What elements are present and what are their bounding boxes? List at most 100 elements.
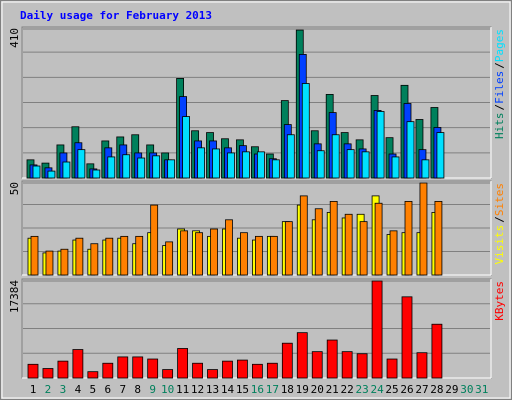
bar xyxy=(404,200,413,276)
bar xyxy=(359,221,368,276)
y-tick-label: 50 xyxy=(8,182,21,195)
y-tick-label: 410 xyxy=(8,28,21,48)
legend: KBytes xyxy=(493,281,506,321)
bar xyxy=(77,149,86,179)
bar xyxy=(167,159,176,179)
bar xyxy=(269,235,278,276)
x-tick-label: 14 xyxy=(221,383,235,396)
legend-entry: Pages xyxy=(493,29,506,62)
bar xyxy=(356,353,368,379)
bar xyxy=(299,195,308,276)
bar xyxy=(135,235,144,276)
x-tick-label: 11 xyxy=(176,383,189,396)
bar xyxy=(242,151,250,179)
legend-entry: Hits xyxy=(493,113,506,140)
bar xyxy=(180,230,189,276)
bar xyxy=(314,208,323,276)
bar xyxy=(361,151,370,179)
legend-entry: Visits xyxy=(493,225,506,265)
x-tick-label: 30 xyxy=(460,383,473,396)
bar xyxy=(27,363,39,379)
bar xyxy=(371,280,383,379)
bar xyxy=(406,121,415,179)
bar xyxy=(421,159,430,179)
y-tick-label: 17384 xyxy=(8,280,21,313)
bar xyxy=(281,342,293,379)
bar xyxy=(416,352,428,379)
bar xyxy=(271,159,280,179)
x-tick-label: 8 xyxy=(134,383,141,396)
x-tick-label: 6 xyxy=(104,383,111,396)
bar xyxy=(177,348,189,379)
bar xyxy=(45,250,54,276)
x-tick-label: 22 xyxy=(341,383,354,396)
bar xyxy=(62,161,71,179)
bar xyxy=(165,241,174,276)
bar xyxy=(374,202,383,276)
bar xyxy=(72,349,84,379)
bar xyxy=(391,156,400,179)
x-tick-label: 25 xyxy=(385,383,398,396)
bar xyxy=(284,221,293,276)
legend-entry: KBytes xyxy=(493,281,506,321)
bar xyxy=(60,248,69,276)
bar xyxy=(240,232,248,276)
bar xyxy=(386,358,398,379)
bar xyxy=(401,296,413,379)
bar xyxy=(286,134,295,179)
x-tick-label: 28 xyxy=(430,383,443,396)
x-tick-label: 15 xyxy=(236,383,249,396)
x-tick-label: 27 xyxy=(415,383,428,396)
bar xyxy=(162,369,174,379)
x-tick-label: 13 xyxy=(206,383,219,396)
bar xyxy=(225,219,233,276)
x-tick-label: 21 xyxy=(326,383,339,396)
bar xyxy=(87,371,99,379)
bar xyxy=(75,237,84,276)
bar xyxy=(197,147,205,179)
bar xyxy=(122,154,131,179)
bar xyxy=(326,339,338,379)
x-tick-label: 23 xyxy=(355,383,368,396)
bar xyxy=(389,230,398,276)
bar xyxy=(182,116,191,179)
bar xyxy=(301,83,310,179)
x-tick-label: 16 xyxy=(251,383,264,396)
legend: Hits/Files/Pages xyxy=(493,29,506,139)
bar xyxy=(137,157,146,179)
bar xyxy=(30,235,39,276)
bar xyxy=(296,332,308,379)
x-tick-label: 19 xyxy=(296,383,309,396)
bar xyxy=(434,200,443,276)
bar xyxy=(436,132,445,179)
bar xyxy=(341,351,353,379)
bar xyxy=(107,156,116,179)
x-tick-label: 3 xyxy=(60,383,67,396)
x-tick-label: 18 xyxy=(281,383,294,396)
x-tick-label: 7 xyxy=(119,383,126,396)
bar xyxy=(132,356,144,379)
x-tick-label: 4 xyxy=(75,383,82,396)
bar xyxy=(331,134,340,179)
x-tick-label: 12 xyxy=(191,383,204,396)
legend-separator: / xyxy=(493,62,506,69)
bar xyxy=(150,204,159,276)
legend-entry: Sites xyxy=(493,183,506,216)
x-tick-label: 17 xyxy=(266,383,279,396)
bar xyxy=(42,368,54,379)
bar xyxy=(266,362,278,379)
bar xyxy=(192,362,203,379)
bar xyxy=(57,360,69,379)
bar xyxy=(117,356,129,379)
bar xyxy=(376,111,385,179)
x-tick-label: 26 xyxy=(400,383,413,396)
bar xyxy=(90,243,99,276)
bar xyxy=(47,170,56,179)
x-tick-label: 1 xyxy=(30,383,37,396)
x-tick-label: 29 xyxy=(445,383,458,396)
bar xyxy=(222,360,233,379)
chart-title: Daily usage for February 2013 xyxy=(20,9,212,22)
bar xyxy=(105,237,114,276)
